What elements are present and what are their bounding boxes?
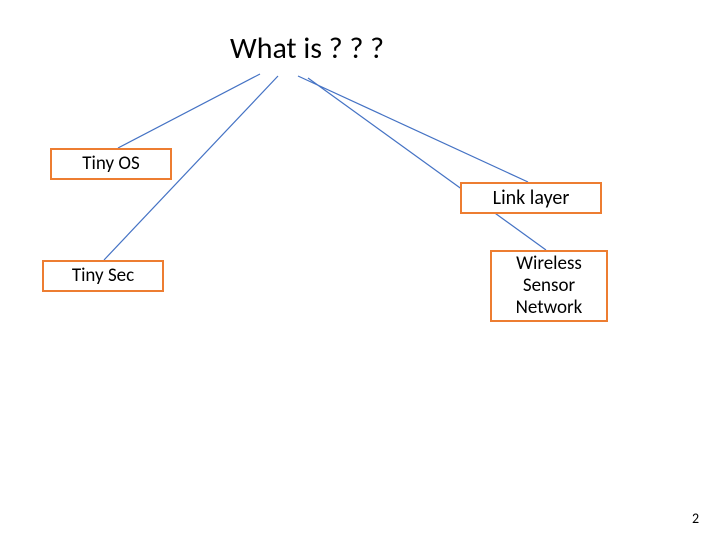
node-label: Tiny Sec [72,265,134,287]
node-label: Tiny OS [82,153,139,175]
slide-title: What is ? ? ? [230,30,384,67]
node-label: Link layer [493,187,570,210]
slide-stage: { "title": { "text": "What is ? ? ?", "f… [0,0,720,540]
connector-line [298,76,528,182]
connector-line [118,74,260,148]
node-tiny-os: Tiny OS [50,148,172,180]
node-label: Wireless Sensor Network [516,253,583,319]
page-number: 2 [692,510,699,527]
node-link-layer: Link layer [460,182,602,214]
node-tiny-sec: Tiny Sec [42,260,164,292]
connector-line [308,78,546,250]
node-wsn: Wireless Sensor Network [490,250,608,322]
